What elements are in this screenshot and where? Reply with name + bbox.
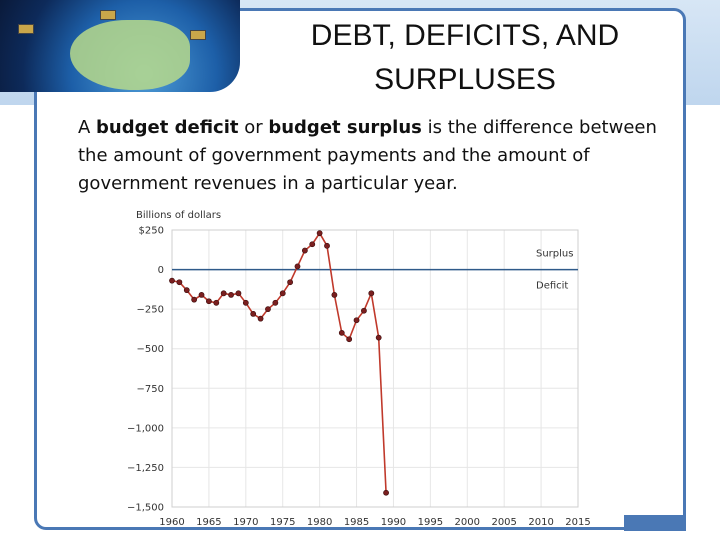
x-tick-label: 1975	[270, 517, 295, 528]
data-point	[228, 291, 234, 298]
x-tick-label: 2010	[528, 517, 553, 528]
y-tick-label: $250	[139, 226, 164, 237]
x-tick-label: 1990	[381, 517, 406, 528]
body-text-part: A	[78, 117, 97, 138]
data-point	[220, 290, 227, 297]
slide-title: DEBT, DEFICITS, AND SURPLUSES	[310, 19, 620, 96]
deficit-chart: Billions of dollars $250 0 −250 −500 −750 −1,0…	[127, 210, 591, 528]
body-text-part: is the difference between the amount of …	[78, 117, 657, 194]
x-tick-label: 1980	[307, 517, 332, 528]
annotation-deficit: Deficit	[536, 281, 568, 292]
data-point	[257, 315, 264, 322]
data-point	[301, 247, 308, 254]
satellite-icon	[190, 30, 206, 40]
y-axis-unit-label: Billions of dollars	[136, 210, 221, 221]
data-point	[250, 310, 257, 317]
data-point	[338, 329, 345, 336]
satellite-icon	[100, 10, 116, 20]
term-budget-deficit: budget deficit	[96, 117, 239, 138]
x-tick-label: 1970	[233, 517, 258, 528]
annotation-surplus: Surplus	[536, 249, 573, 260]
data-point	[375, 334, 382, 341]
data-point	[309, 241, 316, 248]
data-point	[294, 263, 301, 270]
x-tick-label: 2015	[565, 517, 590, 528]
body-text-part: or	[238, 117, 269, 138]
x-tick-label: 1965	[196, 517, 221, 528]
data-point	[213, 299, 220, 306]
data-point	[368, 290, 375, 297]
data-point	[287, 279, 294, 286]
y-tick-label: −500	[137, 344, 164, 355]
x-tick-label: 2005	[491, 517, 516, 528]
series-line	[171, 231, 387, 493]
data-point	[346, 336, 353, 343]
data-point	[191, 296, 198, 303]
x-tick-label: 1960	[159, 517, 184, 528]
data-point	[169, 277, 175, 284]
data-point	[242, 299, 249, 306]
data-point	[183, 287, 190, 294]
data-point	[361, 307, 367, 314]
y-tick-label: −750	[137, 384, 164, 395]
term-budget-surplus: budget surplus	[268, 117, 422, 138]
data-point	[265, 306, 271, 313]
data-point	[383, 489, 389, 496]
y-tick-label: −1,000	[127, 423, 164, 434]
x-tick-label: 1985	[344, 517, 369, 528]
bottom-tab	[624, 515, 686, 531]
y-tick-label: 0	[158, 265, 164, 276]
data-point	[331, 291, 338, 298]
y-tick-label: −1,500	[127, 503, 164, 514]
satellite-icon	[18, 24, 34, 34]
globe-land	[70, 20, 190, 90]
data-point	[176, 279, 183, 286]
y-tick-label: −1,250	[127, 463, 164, 474]
data-point	[206, 298, 212, 305]
globe-logo-image	[0, 0, 240, 92]
y-tick-label: −250	[137, 305, 164, 316]
data-point	[198, 291, 205, 298]
data-point	[272, 299, 279, 306]
data-point	[279, 290, 286, 297]
data-point	[353, 317, 360, 324]
x-tick-label: 1995	[418, 517, 443, 528]
data-point	[235, 290, 242, 297]
data-point	[324, 242, 330, 249]
slide-body: A budget deficit or budget surplus is th…	[78, 114, 688, 198]
plot-area-border	[171, 229, 579, 508]
data-point	[316, 230, 323, 237]
x-tick-label: 2000	[455, 517, 480, 528]
